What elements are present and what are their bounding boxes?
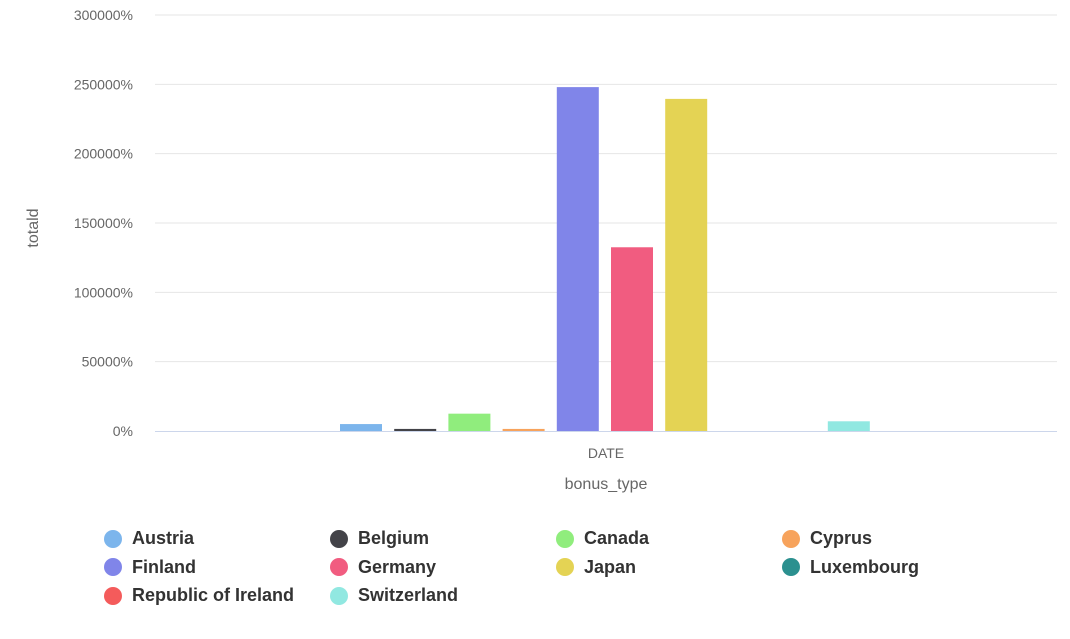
legend-label: Luxembourg	[810, 556, 920, 577]
x-axis-title: bonus_type	[565, 476, 648, 493]
legend-swatch	[104, 558, 122, 576]
legend-item-cyprus[interactable]: Cyprus	[782, 528, 872, 549]
legend-swatch	[556, 558, 574, 576]
y-axis-title: totald	[25, 208, 42, 247]
bar-germany[interactable]	[611, 247, 653, 431]
legend-swatch	[782, 558, 800, 576]
y-tick-label: 100000%	[74, 284, 133, 300]
legend-label: Belgium	[358, 528, 430, 548]
bar-canada[interactable]	[448, 413, 491, 431]
legend-label: Republic of Ireland	[132, 585, 295, 605]
legend-label: Switzerland	[358, 585, 459, 605]
x-tick-label: DATE	[588, 445, 624, 461]
legend-swatch	[104, 586, 122, 605]
legend-swatch	[556, 529, 574, 548]
legend-label: Germany	[358, 556, 437, 577]
legend-item-switzerland[interactable]: Switzerland	[330, 585, 458, 606]
legend-swatch	[104, 529, 122, 548]
legend-item-belgium[interactable]: Belgium	[330, 528, 429, 549]
y-tick-label: 250000%	[74, 76, 133, 92]
legend-item-finland[interactable]: Finland	[104, 557, 196, 578]
gridlines	[155, 14, 1057, 363]
y-tick-label: 50000%	[82, 354, 133, 370]
y-tick-label: 150000%	[74, 215, 133, 231]
legend-label: Finland	[132, 556, 196, 577]
legend-swatch	[330, 558, 348, 576]
bar-belgium[interactable]	[394, 428, 437, 431]
y-tick-label: 200000%	[74, 146, 133, 162]
legend-item-austria[interactable]: Austria	[104, 528, 194, 549]
legend-label: Canada	[584, 528, 650, 548]
bars	[340, 87, 870, 432]
legend-swatch	[330, 529, 348, 548]
bar-finland[interactable]	[556, 87, 599, 432]
legend-label: Austria	[132, 528, 195, 548]
legend-item-germany[interactable]: Germany	[330, 557, 436, 578]
bar-cyprus[interactable]	[502, 428, 545, 431]
legend-item-japan[interactable]: Japan	[556, 557, 636, 578]
legend-label: Cyprus	[810, 528, 873, 548]
legend-item-luxembourg[interactable]: Luxembourg	[782, 557, 919, 578]
bar-chart: 0% 50000% 100000% 150000% 200000% 250000% 3000…	[25, 7, 1057, 493]
legend-swatch	[330, 586, 348, 605]
y-tick-label: 300000%	[74, 7, 133, 23]
y-tick-label: 0%	[113, 423, 133, 439]
bar-austria[interactable]	[340, 424, 382, 431]
legend-item-canada[interactable]: Canada	[556, 528, 649, 549]
legend-item-republic-of-ireland[interactable]: Republic of Ireland	[104, 585, 294, 606]
legend-swatch	[782, 529, 800, 548]
bar-switzerland[interactable]	[827, 421, 870, 431]
y-axis-ticks: 0% 50000% 100000% 150000% 200000% 250000% 3000…	[74, 7, 133, 439]
bar-japan[interactable]	[665, 98, 708, 431]
legend-label: Japan	[584, 556, 637, 577]
